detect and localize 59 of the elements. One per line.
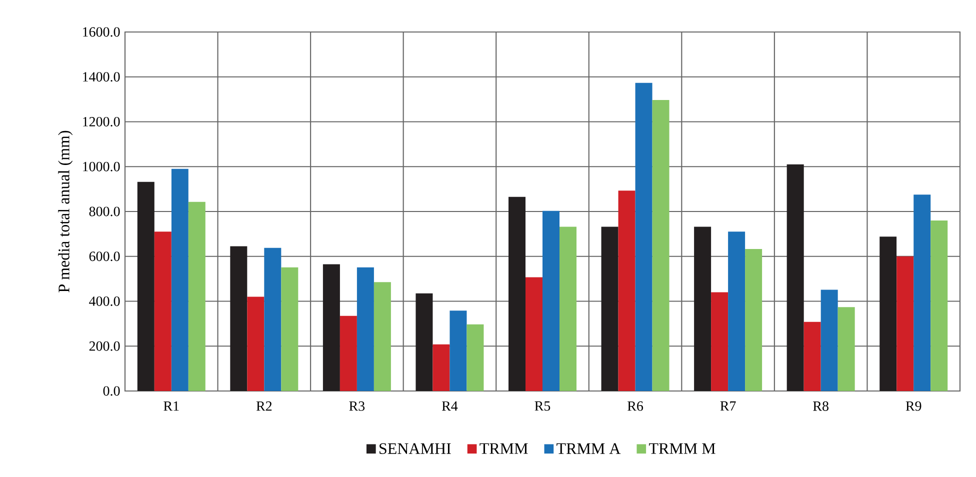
y-tick-label: 0.0: [103, 386, 120, 396]
bar: [914, 194, 931, 391]
bar: [356, 267, 374, 391]
bar: [281, 267, 298, 391]
bar: [652, 100, 670, 391]
bar: [838, 307, 855, 391]
x-tick-label: R9: [906, 401, 922, 411]
bar: [711, 292, 728, 391]
bar: [820, 290, 838, 391]
y-tick-label: 1600.0: [83, 27, 120, 37]
bar: [618, 190, 636, 391]
y-tick-label: 400.0: [89, 296, 120, 306]
y-tick-label: 200.0: [89, 341, 120, 351]
bar: [728, 232, 746, 391]
bar: [264, 248, 282, 391]
bar: [786, 164, 804, 391]
bar: [930, 220, 948, 391]
x-tick-label: R6: [628, 401, 644, 411]
x-tick-label: R3: [349, 401, 365, 411]
legend-label: TRMM A: [556, 443, 621, 454]
y-tick-label: 1400.0: [83, 72, 120, 82]
bar: [745, 248, 762, 391]
bar: [694, 226, 712, 391]
y-tick-label: 800.0: [89, 206, 120, 216]
bar: [508, 196, 526, 391]
x-tick-label: R8: [813, 401, 828, 411]
bar: [322, 264, 340, 391]
bar: [526, 277, 542, 391]
bar: [374, 282, 391, 391]
bar: [432, 344, 450, 391]
bar: [416, 293, 433, 391]
y-tick-label: 1200.0: [83, 116, 120, 126]
bar: [154, 232, 172, 391]
x-tick-label: R4: [442, 401, 458, 411]
bar: [635, 82, 652, 391]
bar: [188, 202, 206, 391]
y-tick-label: 1000.0: [83, 162, 120, 172]
legend-label: SENAMHI: [380, 443, 451, 454]
legend-label: TRMM M: [649, 443, 716, 454]
legend-label: TRMM: [480, 443, 528, 454]
bar: [466, 324, 484, 391]
x-tick-label: R5: [534, 401, 550, 411]
x-tick-label: R7: [720, 401, 736, 411]
bar: [450, 310, 467, 391]
bar: [230, 246, 248, 391]
bar: [171, 168, 188, 391]
bar: [247, 296, 264, 391]
bar: [340, 316, 357, 391]
y-tick-label: 600.0: [89, 252, 120, 262]
y-axis-title: P media total anual (mm): [58, 130, 73, 292]
bar: [542, 210, 560, 391]
bar: [804, 322, 821, 391]
bar: [601, 226, 618, 391]
bar: [896, 256, 914, 391]
bar: [137, 182, 154, 391]
x-tick-label: R2: [256, 401, 272, 411]
bar: [880, 236, 897, 391]
bar: [560, 226, 576, 391]
x-tick-label: R1: [164, 401, 179, 411]
